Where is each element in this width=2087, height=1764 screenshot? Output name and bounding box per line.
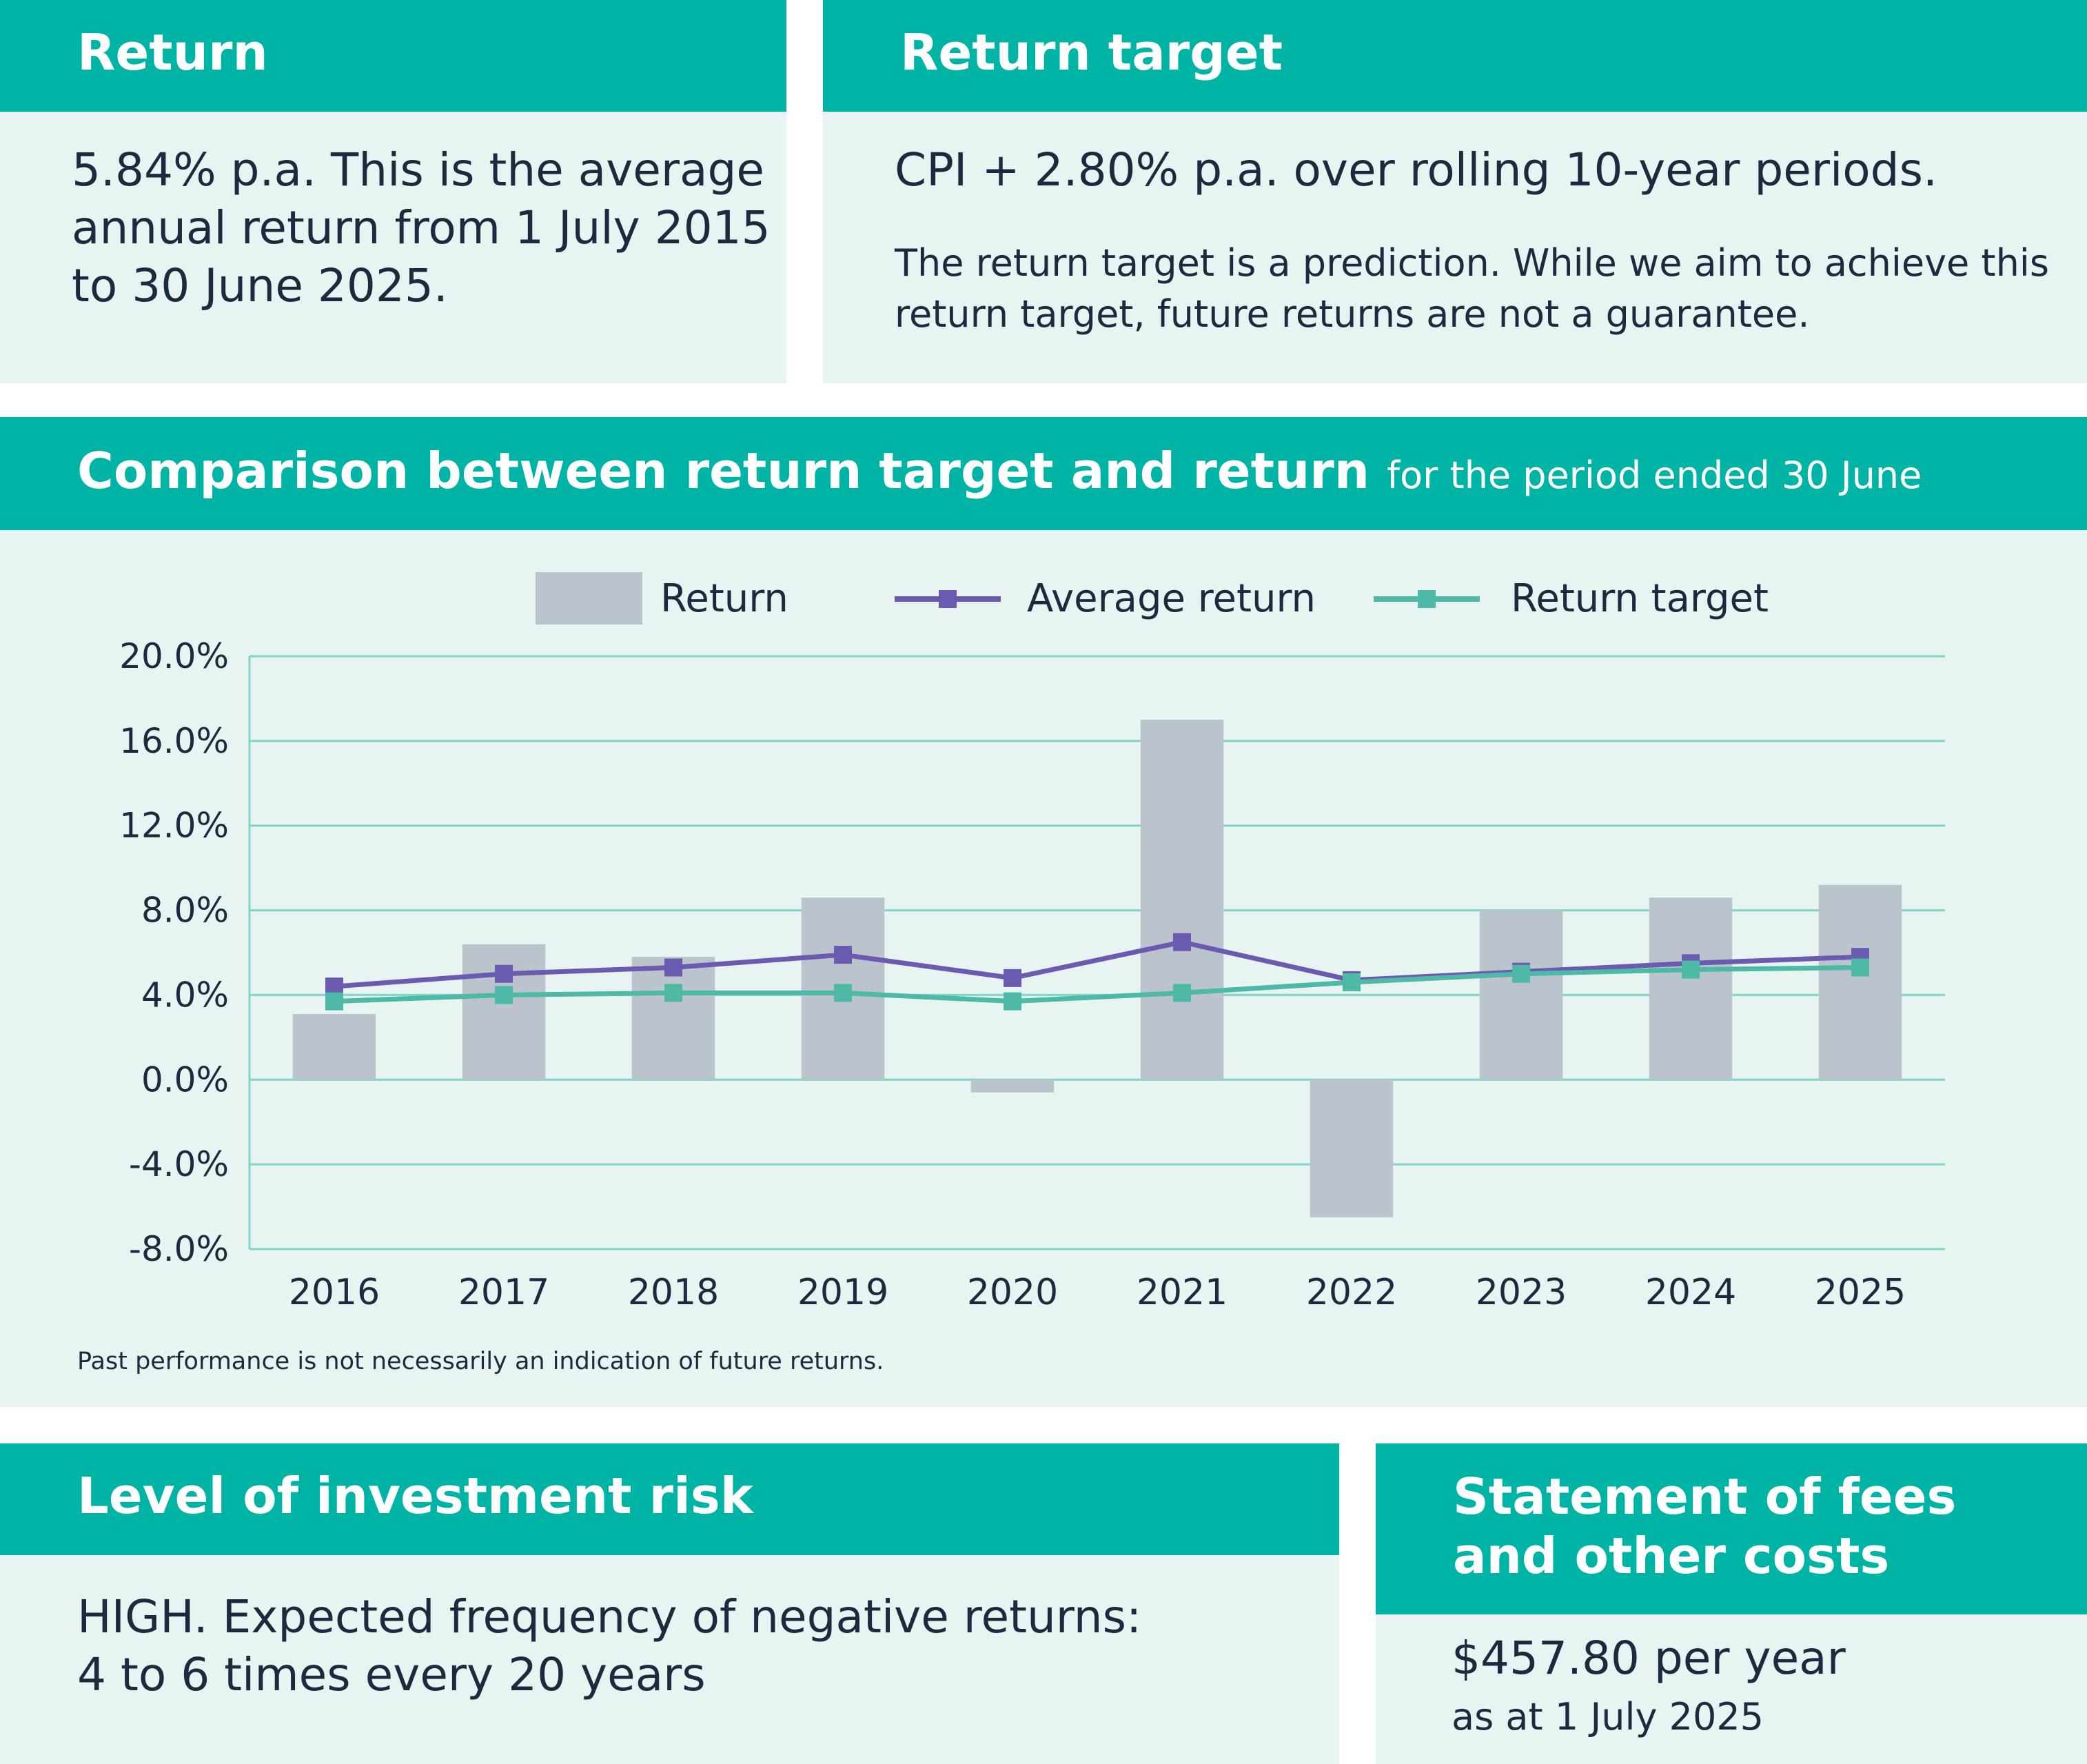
average-return-marker	[664, 958, 682, 977]
comparison-chart-panel: Comparison between return target and ret…	[0, 417, 2087, 1407]
return-target-text: CPI + 2.80% p.a. over rolling 10-year pe…	[895, 143, 1937, 196]
return-target-marker	[1682, 960, 1700, 979]
return-target-title: Return target	[900, 23, 1283, 81]
fees-as-at: as at 1 July 2025	[1452, 1695, 1764, 1738]
risk-header: Level of investment risk	[0, 1443, 1339, 1555]
return-target-marker	[1851, 958, 1869, 977]
legend-return-swatch	[536, 572, 642, 625]
chart-subtitle: for the period ended 30 June	[1387, 454, 1922, 497]
return-target-marker	[325, 992, 343, 1011]
x-tick-label: 2021	[1137, 1272, 1228, 1313]
comparison-chart: 20.0% 16.0% 12.0% 8.0% 4.0% 0.0% -4.0% -8.0% 201…	[119, 572, 1945, 1313]
return-target-marker	[1512, 964, 1530, 983]
x-tick-label: 2018	[628, 1272, 719, 1313]
fees-amount: $457.80 per year	[1452, 1632, 1846, 1685]
return-text: 5.84% p.a. This is the average annual re…	[72, 143, 771, 312]
x-tick-label: 2020	[967, 1272, 1058, 1313]
y-tick-label: -4.0%	[129, 1144, 229, 1184]
return-bar	[1479, 910, 1563, 1080]
risk-title: Level of investment risk	[77, 1467, 753, 1525]
return-bar	[1140, 720, 1224, 1080]
y-tick-label: 4.0%	[141, 975, 229, 1015]
return-target-marker	[834, 984, 852, 1002]
return-header: Return	[0, 0, 786, 112]
legend-return-target-marker	[1418, 590, 1436, 608]
y-tick-label: 16.0%	[119, 721, 229, 761]
investment-risk-panel: Level of investment risk HIGH. Expected …	[0, 1443, 1339, 1764]
chart-header-line: Comparison between return target and ret…	[77, 417, 2087, 505]
fees-title-line-1: Statement of fees	[1453, 1468, 1957, 1525]
legend-average-return-label: Average return	[1027, 576, 1316, 621]
chart-footnote: Past performance is not necessarily an i…	[77, 1348, 884, 1375]
average-return-marker	[495, 964, 513, 983]
return-target-marker	[1343, 973, 1361, 991]
y-tick-label: 0.0%	[141, 1060, 229, 1099]
return-bar	[1310, 1079, 1394, 1217]
return-bar	[1818, 884, 1902, 1080]
return-target-note: The return target is a prediction. While…	[895, 241, 2049, 336]
return-target-marker	[664, 984, 682, 1002]
average-return-marker	[1173, 933, 1191, 951]
average-return-marker	[834, 946, 852, 964]
risk-text: HIGH. Expected frequency of negative ret…	[77, 1588, 1318, 1704]
x-tick-label: 2017	[458, 1272, 549, 1313]
chart-header: Comparison between return target and ret…	[0, 417, 2087, 530]
return-target-line	[334, 965, 1861, 1004]
x-tick-label: 2016	[289, 1272, 380, 1313]
return-bar	[1649, 898, 1733, 1080]
return-panel: Return 5.84% p.a. This is the average an…	[0, 0, 786, 383]
return-target-panel: Return target CPI + 2.80% p.a. over roll…	[823, 0, 2087, 383]
return-bar	[462, 944, 546, 1080]
y-tick-label: 20.0%	[119, 636, 229, 676]
risk-line-1: HIGH. Expected frequency of negative ret…	[77, 1590, 1142, 1643]
return-target-header: Return target	[823, 0, 2087, 112]
return-bar	[631, 957, 715, 1080]
legend-average-return-marker	[939, 590, 957, 608]
fees-panel: Statement of fees and other costs $457.8…	[1376, 1443, 2087, 1764]
x-tick-label: 2019	[797, 1272, 888, 1313]
risk-line-2: 4 to 6 times every 20 years	[77, 1648, 706, 1701]
y-tick-label: 12.0%	[119, 806, 229, 846]
return-bar	[292, 1014, 376, 1080]
fees-header: Statement of fees and other costs	[1376, 1443, 2087, 1614]
x-tick-label: 2023	[1476, 1272, 1567, 1313]
chart-title: Comparison between return target and ret…	[77, 442, 1370, 500]
average-return-marker	[1004, 969, 1021, 987]
x-tick-label: 2022	[1306, 1272, 1397, 1313]
fees-title-line-2: and other costs	[1453, 1527, 1890, 1585]
legend-return-target-label: Return target	[1511, 576, 1769, 621]
fees-title: Statement of fees and other costs	[1453, 1443, 2018, 1585]
legend-return-label: Return	[660, 576, 788, 621]
return-target-marker	[495, 986, 513, 1004]
return-target-marker	[1004, 992, 1021, 1011]
y-tick-label: 8.0%	[141, 891, 229, 931]
x-tick-label: 2025	[1815, 1272, 1906, 1313]
x-tick-label: 2024	[1645, 1272, 1736, 1313]
average-return-line	[334, 940, 1861, 989]
return-title: Return	[77, 23, 268, 81]
y-tick-label: -8.0%	[129, 1229, 229, 1269]
return-bar	[970, 1079, 1055, 1093]
return-target-marker	[1173, 984, 1191, 1002]
